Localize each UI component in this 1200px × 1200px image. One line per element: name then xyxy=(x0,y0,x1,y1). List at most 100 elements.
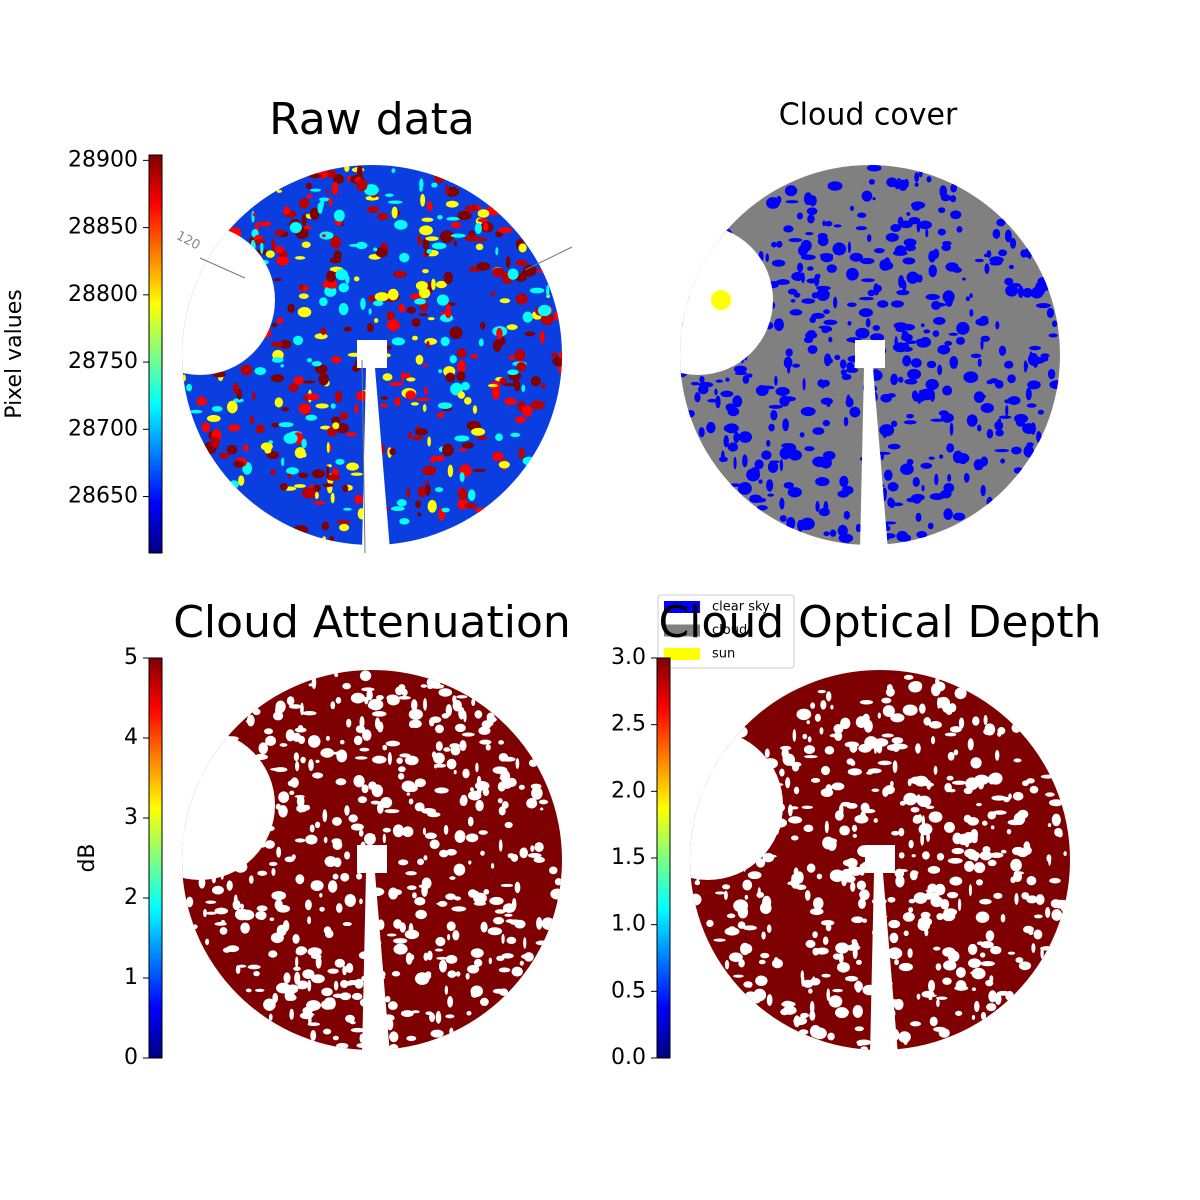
sky-blob xyxy=(947,473,952,482)
mast-mask xyxy=(870,873,898,1055)
sky-blob xyxy=(1000,913,1006,923)
sky-blob xyxy=(800,1012,809,1018)
sky-blob xyxy=(306,1000,319,1012)
sky-blob xyxy=(829,733,840,738)
sky-blob xyxy=(840,801,852,807)
sky-blob xyxy=(843,510,851,520)
sky-blob xyxy=(809,1010,816,1021)
sky-blob xyxy=(489,896,504,905)
sky-blob xyxy=(311,974,325,984)
sky-blob xyxy=(240,903,244,910)
sky-blob xyxy=(812,427,825,435)
colorbar-tick-label: 1 xyxy=(124,965,138,990)
sky-blob xyxy=(920,462,933,469)
sky-blob xyxy=(203,908,207,918)
sky-blob xyxy=(976,392,985,403)
sky-blob xyxy=(910,807,920,813)
sky-blob xyxy=(908,907,914,913)
sky-blob xyxy=(273,278,282,282)
sky-blob xyxy=(443,747,451,752)
sky-blob xyxy=(964,848,977,858)
sky-blob xyxy=(860,811,867,822)
sky-blob xyxy=(872,324,881,331)
sky-blob xyxy=(446,758,457,770)
angle-line xyxy=(199,257,246,279)
sky-blob xyxy=(823,501,829,514)
sky-blob xyxy=(415,909,427,920)
sky-blob xyxy=(839,475,849,488)
sky-blob xyxy=(514,380,521,392)
sky-blob xyxy=(906,458,914,466)
sky-blob xyxy=(485,744,491,751)
sky-blob xyxy=(800,970,805,981)
sky-blob xyxy=(314,333,328,340)
sky-blob xyxy=(446,217,460,221)
sky-blob xyxy=(453,863,466,876)
sky-blob xyxy=(840,717,851,730)
sky-blob xyxy=(427,317,435,321)
sky-blob xyxy=(802,377,806,391)
sky-blob xyxy=(1005,404,1009,417)
sky-blob xyxy=(491,267,505,278)
sky-blob xyxy=(788,816,803,824)
sky-blob xyxy=(504,397,517,406)
sky-blob xyxy=(314,491,319,500)
sky-blob xyxy=(514,881,521,894)
sky-blob xyxy=(322,809,328,823)
sky-blob xyxy=(422,404,427,412)
sky-blob xyxy=(783,482,795,489)
sky-blob xyxy=(1037,409,1044,415)
sky-blob xyxy=(290,990,295,998)
sky-blob xyxy=(866,165,882,172)
sky-blob xyxy=(336,903,343,913)
sky-blob xyxy=(971,1014,976,1020)
sky-blob xyxy=(791,271,805,281)
sky-blob xyxy=(301,487,317,499)
sky-blob xyxy=(1049,380,1060,390)
sky-blob xyxy=(552,356,562,367)
sky-blob xyxy=(877,300,889,308)
sky-blob xyxy=(798,1029,809,1035)
sky-blob xyxy=(726,913,736,919)
sky-blob xyxy=(447,464,454,478)
colorbar-tick-label: 0 xyxy=(124,1045,138,1070)
sky-blob xyxy=(981,820,988,826)
sky-blob xyxy=(425,236,439,241)
sky-blob xyxy=(952,450,964,464)
sky-blob xyxy=(706,919,714,928)
sky-blob xyxy=(849,743,858,753)
sky-blob xyxy=(400,1010,414,1017)
legend-label: clear sky xyxy=(712,600,770,615)
sky-blob xyxy=(771,958,783,969)
sky-blob xyxy=(384,809,400,814)
sky-blob xyxy=(281,407,290,412)
sky-blob xyxy=(803,745,816,754)
sky-blob xyxy=(694,880,701,886)
sky-blob xyxy=(850,205,855,211)
sky-blob xyxy=(787,487,802,498)
sky-blob xyxy=(474,710,483,719)
sky-blob xyxy=(742,375,750,384)
sky-blob xyxy=(931,687,939,694)
sky-blob xyxy=(530,783,542,790)
sky-blob xyxy=(803,336,814,344)
sky-blob xyxy=(405,390,417,400)
sky-blob xyxy=(326,283,338,289)
sky-blob xyxy=(320,425,331,430)
sky-blob xyxy=(339,523,350,532)
sky-blob xyxy=(951,780,967,785)
sky-blob xyxy=(227,424,241,432)
sky-blob xyxy=(1045,907,1051,918)
sky-blob xyxy=(274,899,283,911)
sky-blob xyxy=(518,784,525,790)
sky-blob xyxy=(287,473,292,479)
sky-blob xyxy=(245,988,252,993)
sky-blob xyxy=(434,948,444,952)
sky-blob xyxy=(742,454,748,468)
sky-blob xyxy=(866,234,872,242)
sky-blob xyxy=(281,457,285,467)
sky-blob xyxy=(887,393,896,398)
sky-blob xyxy=(832,953,842,960)
sky-blob xyxy=(698,426,705,438)
sky-blob xyxy=(781,747,789,760)
